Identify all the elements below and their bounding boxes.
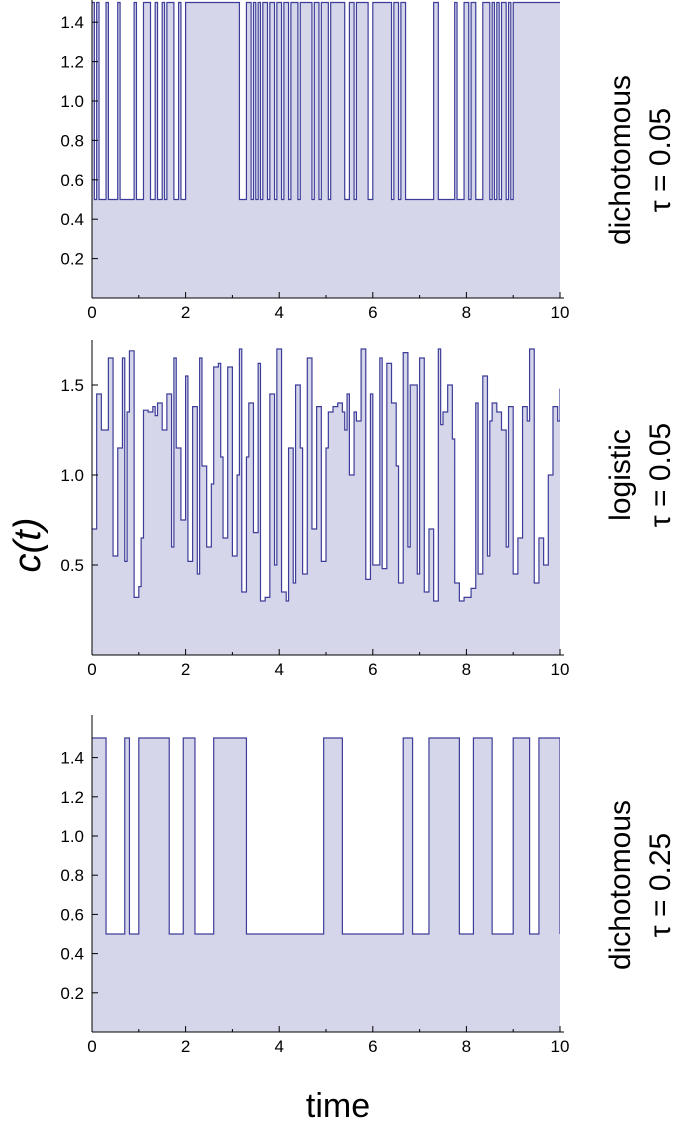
series-line	[92, 348, 560, 602]
y-tick-label: 1.5	[60, 376, 84, 395]
series-line	[92, 737, 560, 935]
y-tick-label: 0.8	[60, 131, 84, 150]
panel-label-line2: τ = 0.05	[644, 423, 677, 527]
x-tick-label: 10	[551, 660, 570, 679]
panel-label: logistic τ = 0.05	[604, 423, 677, 527]
panel-label-line1: dichotomous	[604, 75, 637, 245]
y-tick-label: 1.4	[60, 13, 84, 32]
y-tick-label: 1.2	[60, 788, 84, 807]
panel-label-line1: logistic	[604, 429, 637, 521]
y-tick-label: 1.4	[60, 749, 84, 768]
x-tick-label: 4	[274, 660, 283, 679]
x-tick-label: 8	[462, 1037, 471, 1056]
x-tick-label: 2	[181, 303, 190, 322]
series-fill	[92, 2, 560, 298]
x-tick-label: 0	[87, 1037, 96, 1056]
x-axis-label: time	[306, 1087, 370, 1123]
x-tick-label: 6	[368, 1037, 377, 1056]
y-tick-label: 1.2	[60, 53, 84, 72]
panel-label-line1: dichotomous	[604, 800, 637, 970]
y-tick-label: 0.2	[60, 250, 84, 269]
y-tick-label: 0.8	[60, 866, 84, 885]
panel-2: 0 2 4 6 8 10 0.5 1.0 1.5 logistic τ = 0.05	[60, 340, 677, 679]
series-line	[92, 1, 560, 201]
y-tick-label: 0.6	[60, 905, 84, 924]
panel-3: 0 2 4 6 8 10 0.2 0.4 0.6 0.8 1.0 1.2 1.4 dichotomous τ…	[60, 715, 677, 1056]
series-fill	[92, 738, 560, 1032]
panel-label: dichotomous τ = 0.05	[604, 75, 677, 245]
y-tick-label: 0.4	[60, 945, 84, 964]
panel-label-line2: τ = 0.05	[644, 108, 677, 212]
panel-label-line2: τ = 0.25	[644, 833, 677, 937]
x-tick-label: 2	[181, 1037, 190, 1056]
x-tick-label: 10	[551, 1037, 570, 1056]
x-tick-label: 0	[87, 303, 96, 322]
x-tick-label: 0	[87, 660, 96, 679]
y-tick-label: 1.0	[60, 92, 84, 111]
y-tick-label: 0.5	[60, 556, 84, 575]
x-tick-label: 8	[462, 660, 471, 679]
x-tick-label: 4	[274, 1037, 283, 1056]
x-tick-label: 6	[368, 303, 377, 322]
y-tick-label: 1.0	[60, 466, 84, 485]
y-tick-label: 0.4	[60, 210, 84, 229]
panel-1: 0 2 4 6 8 10 0.2 0.4 0.6 0.8 1.0 1.2 1.4 dichotomous τ…	[60, 0, 677, 322]
y-tick-label: 0.2	[60, 984, 84, 1003]
y-tick-label: 0.6	[60, 171, 84, 190]
x-tick-label: 10	[551, 303, 570, 322]
x-tick-label: 2	[181, 660, 190, 679]
y-axis-label: c(t)	[7, 518, 49, 573]
y-tick-label: 1.0	[60, 827, 84, 846]
x-tick-label: 8	[462, 303, 471, 322]
panel-label: dichotomous τ = 0.25	[604, 800, 677, 970]
x-tick-label: 6	[368, 660, 377, 679]
x-tick-label: 4	[274, 303, 283, 322]
